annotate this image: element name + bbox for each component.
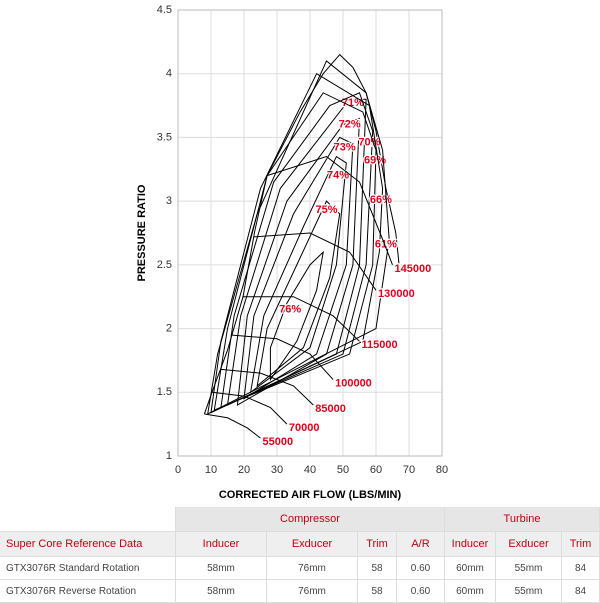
efficiency-label: 74% (327, 170, 349, 182)
cell: GTX3076R Standard Rotation (0, 556, 176, 580)
efficiency-island (269, 250, 324, 382)
header-cell: Inducer (175, 531, 267, 557)
header-cell: Trim (357, 531, 397, 557)
data-row: GTX3076R Standard Rotation 58mm 76mm 58 … (0, 556, 600, 580)
cell: 76mm (266, 556, 358, 580)
y-tick-label: 3 (166, 195, 172, 207)
group-header: Turbine (444, 507, 600, 532)
efficiency-label: 66% (370, 194, 392, 206)
efficiency-label: 69% (364, 154, 386, 166)
cell: GTX3076R Reverse Rotation (0, 579, 176, 603)
y-tick-label: 1 (166, 450, 172, 462)
cell: 60mm (444, 579, 496, 603)
chart: CORRECTED AIR FLOW (LBS/MIN) PRESSURE RA… (136, 4, 448, 501)
cell: 60mm (444, 556, 496, 580)
cell: 0.60 (396, 556, 445, 580)
header-cell: Trim (561, 531, 600, 557)
header-cell: Super Core Reference Data (0, 531, 176, 557)
x-tick-label: 50 (337, 464, 349, 476)
speed-label: 100000 (335, 377, 372, 389)
cell: 58 (357, 556, 397, 580)
cell: 0.60 (396, 579, 445, 603)
speed-line (204, 413, 261, 439)
speed-label: 130000 (378, 288, 415, 300)
cell: 55mm (495, 579, 562, 603)
speed-line (253, 232, 377, 291)
group-header: Compressor (175, 507, 445, 532)
efficiency-label: 73% (334, 142, 356, 154)
x-tick-label: 10 (205, 464, 217, 476)
map-boundary (203, 53, 400, 415)
efficiency-island (256, 200, 341, 388)
cell: 58 (357, 579, 397, 603)
spec-table: Compressor Turbine Super Core Reference … (0, 507, 600, 603)
speed-label: 115000 (362, 339, 398, 351)
x-tick-label: 40 (304, 464, 316, 476)
cell: 55mm (495, 556, 562, 580)
x-axis-title: CORRECTED AIR FLOW (LBS/MIN) (219, 489, 402, 501)
efficiency-island (213, 92, 377, 411)
y-tick-label: 2.5 (157, 259, 172, 271)
x-tick-label: 60 (370, 464, 382, 476)
header-cell: Exducer (266, 531, 358, 557)
header-row: Super Core Reference Data Inducer Exduce… (0, 531, 600, 557)
cell: 84 (561, 556, 600, 580)
efficiency-island (226, 98, 367, 406)
x-tick-label: 70 (403, 464, 415, 476)
x-tick-label: 30 (271, 464, 283, 476)
speed-line (266, 155, 393, 266)
cell: 58mm (175, 556, 267, 580)
header-cell: Exducer (495, 531, 562, 557)
speed-label: 70000 (289, 422, 320, 434)
speed-label: 85000 (315, 403, 346, 415)
group-header-row: Compressor Turbine (0, 507, 600, 532)
efficiency-island (220, 92, 374, 409)
cell: 84 (561, 579, 600, 603)
plot-frame (177, 9, 443, 457)
data-row: GTX3076R Reverse Rotation 58mm 76mm 58 0… (0, 579, 600, 603)
efficiency-label: 72% (339, 119, 361, 131)
y-tick-label: 4.5 (157, 4, 172, 16)
speed-label: 55000 (263, 436, 294, 448)
speed-label: 145000 (395, 263, 432, 275)
cell: 76mm (266, 579, 358, 603)
efficiency-island (243, 136, 354, 400)
y-tick-label: 3.5 (157, 131, 172, 143)
y-tick-label: 1.5 (157, 386, 172, 398)
header-cell: Inducer (444, 531, 496, 557)
x-tick-label: 20 (238, 464, 250, 476)
x-tick-label: 0 (175, 464, 181, 476)
efficiency-label: 76% (279, 303, 301, 315)
header-cell: A/R (396, 531, 445, 557)
efficiency-label: 61% (375, 238, 397, 250)
blank-cell (0, 507, 176, 532)
speed-line (211, 391, 288, 425)
y-axis-title: PRESSURE RATIO (136, 184, 148, 281)
speed-line (230, 334, 334, 380)
y-tick-label: 2 (166, 322, 172, 334)
efficiency-label: 75% (315, 204, 337, 216)
speed-line (220, 368, 314, 406)
cell: 58mm (175, 579, 267, 603)
speed-line (242, 296, 360, 342)
efficiency-island (207, 60, 390, 415)
efficiency-island (249, 155, 347, 394)
efficiency-label: 70% (358, 136, 380, 148)
x-tick-label: 80 (436, 464, 448, 476)
y-tick-label: 4 (166, 68, 172, 80)
